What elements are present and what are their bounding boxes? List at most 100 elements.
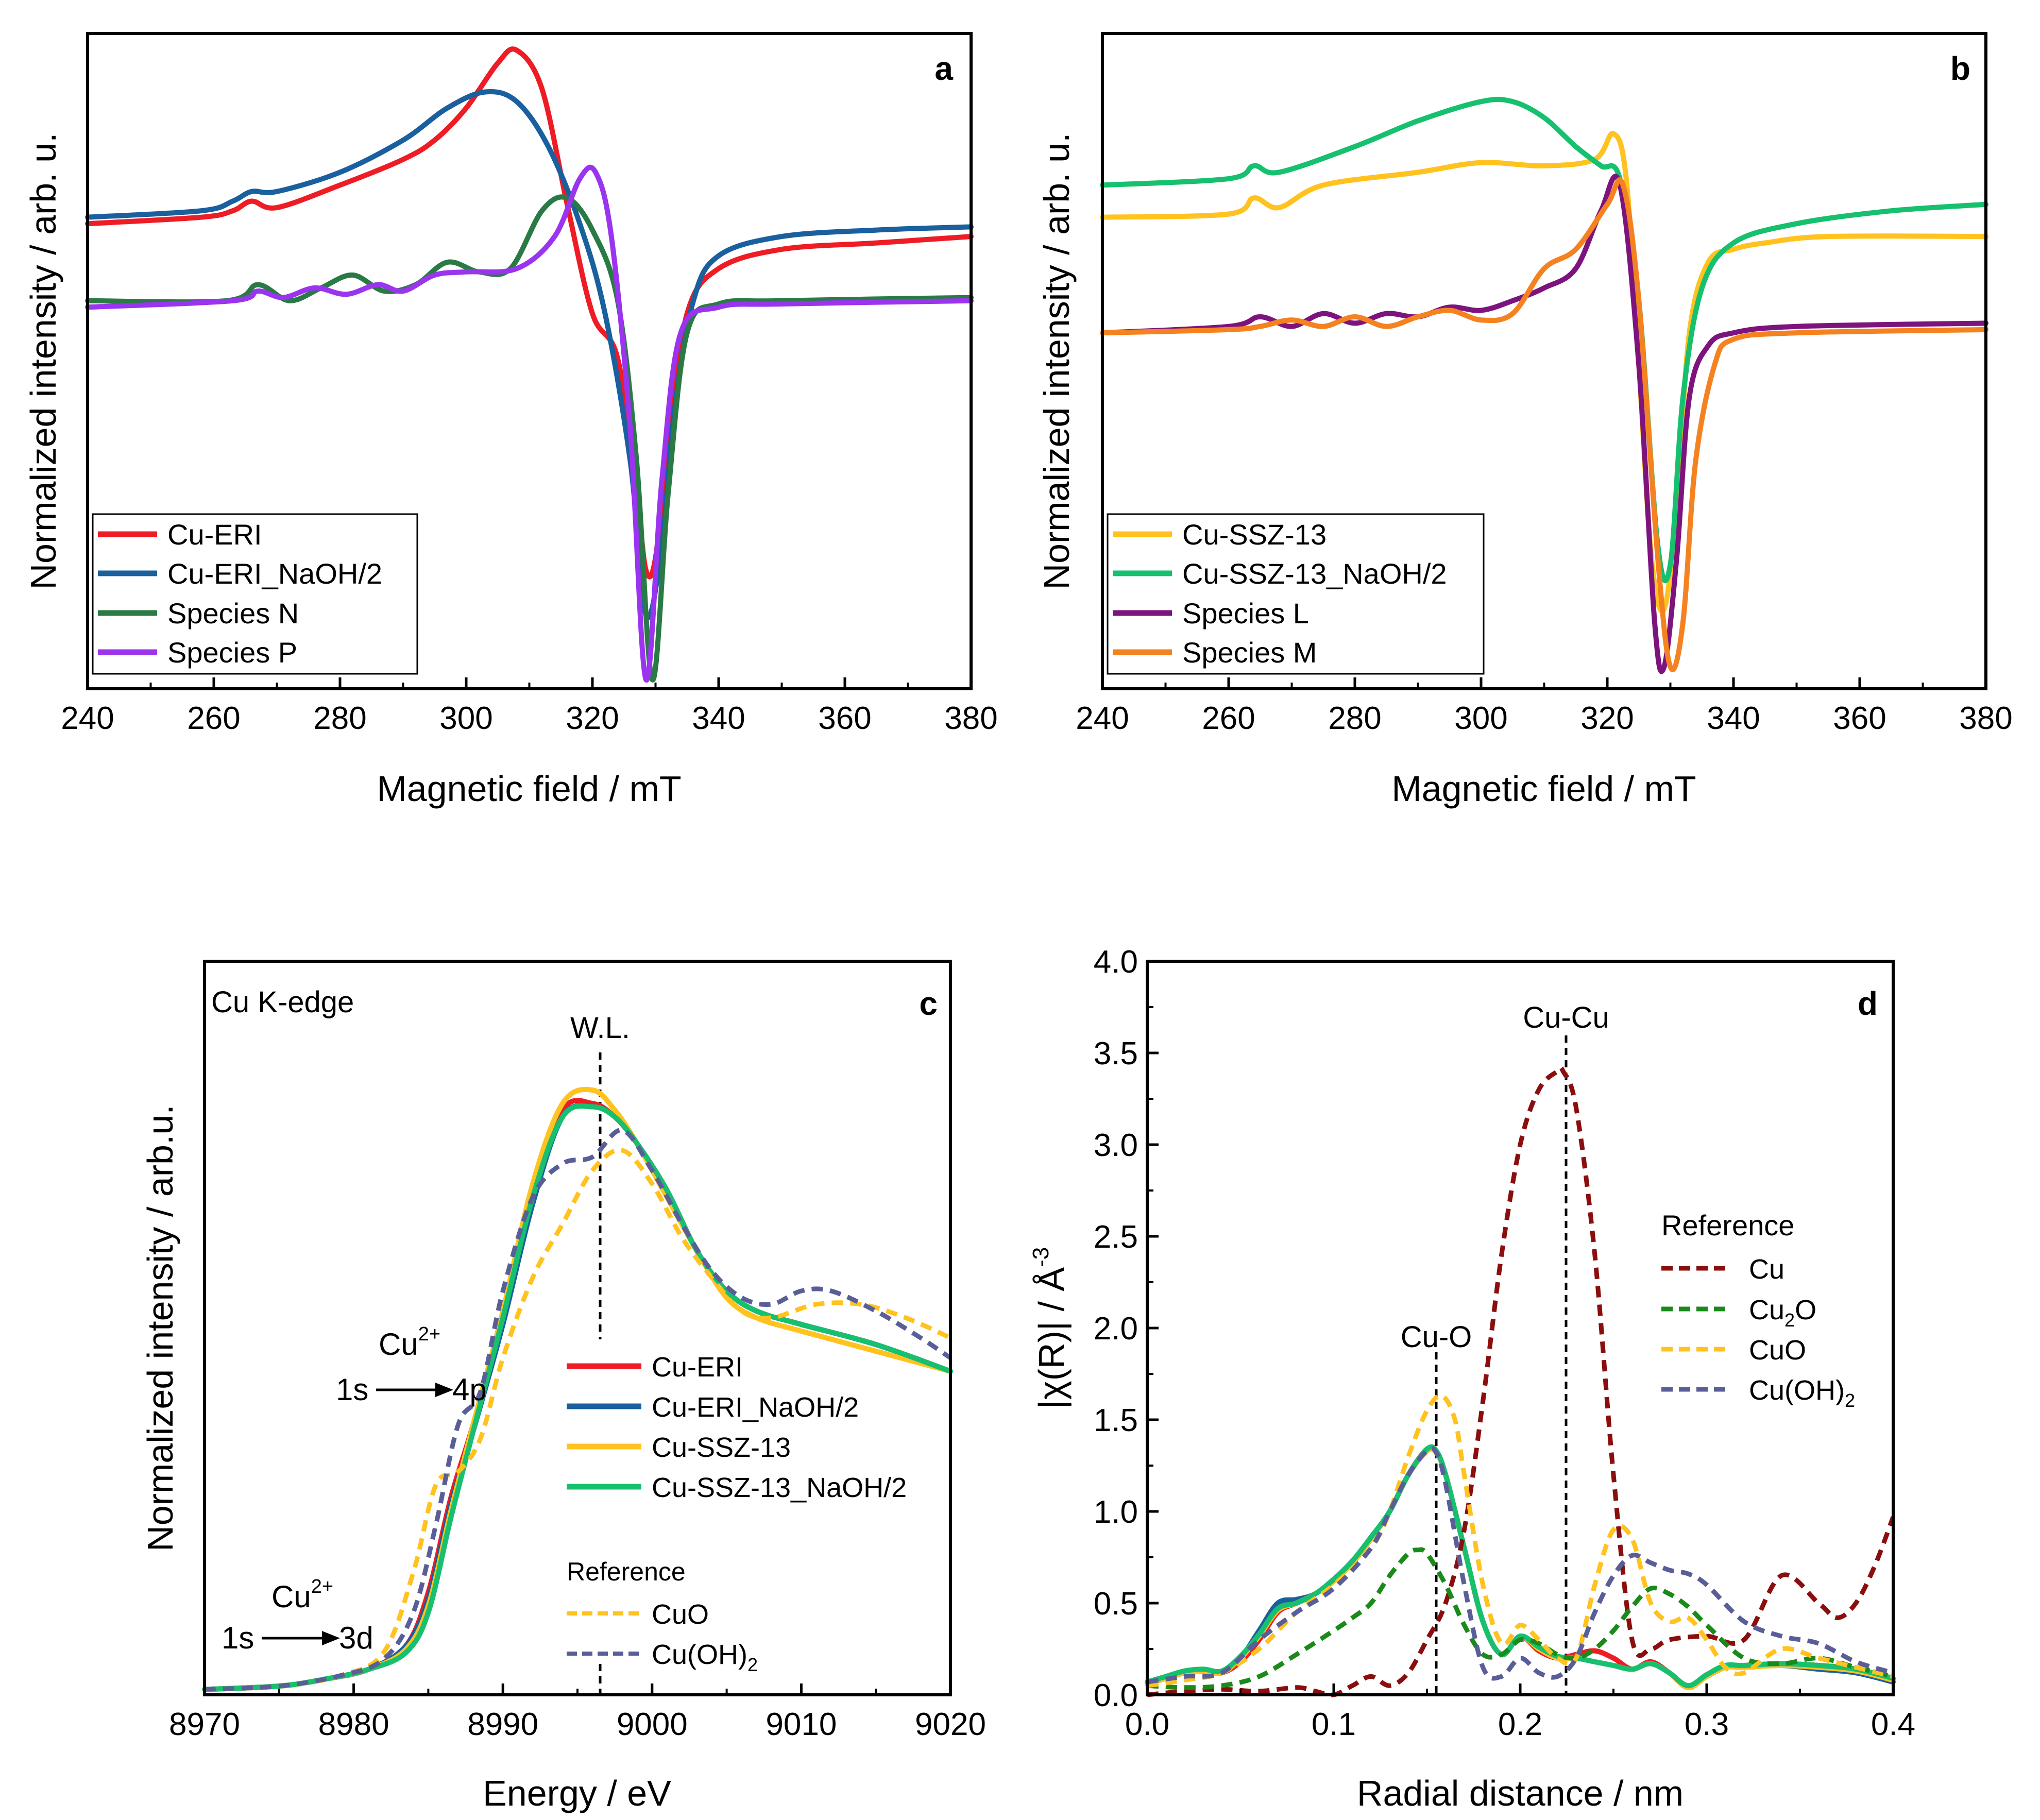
transition-4p-ion: Cu2+ [379,1323,440,1362]
panel-a-xlabel: Magnetic field / mT [377,769,681,809]
panel-d-cu-o-label: Cu-O [1401,1320,1472,1354]
ytick-label-d-0: 0.0 [1094,1678,1138,1713]
panel-a-legend-box [92,513,418,675]
panel-c-title: Cu K-edge [211,985,354,1019]
series-b-species-l [1100,174,1988,674]
xtick-label-b-4: 320 [1580,701,1634,736]
xtick-label-d-3: 0.3 [1685,1707,1729,1742]
panel-b-xlabel: Magnetic field / mT [1391,769,1696,809]
panel-d-xlabel: Radial distance / nm [1357,1773,1684,1813]
panel-c: 8970 8980 8990 9000 9010 9020 Cu K-edge c W.L… [140,960,986,1813]
transition-4p-annotation: Cu2+ 1s 4p [336,1323,487,1407]
xtick-label-a-1: 260 [187,701,240,736]
xtick-label-c-1: 8980 [318,1707,389,1742]
panel-c-wl-label: W.L. [570,1011,630,1045]
xtick-label-b-6: 360 [1833,701,1886,736]
ytick-label-d-1: 0.5 [1094,1586,1138,1622]
panel-a-curves [85,46,974,683]
xtick-label-a-3: 300 [439,701,492,736]
series-d-cu-ssz-13-naoh-2 [1145,1444,1896,1689]
legend-text-species-n: Species N [167,597,299,630]
xtick-label-b-2: 280 [1328,701,1381,736]
series-c-cu-ssz-13-naoh-2 [202,1103,953,1692]
legend-c-text-cuoh2-sub: 2 [747,1654,758,1675]
panel-d-frame [1146,960,1895,1696]
transition-4p-arrow-head [435,1383,453,1397]
transition-4p-from: 1s [336,1372,368,1407]
legend-text-species-m: Species M [1182,636,1317,669]
legend-d-text-cu2o-sub: 2 [1784,1309,1795,1331]
xtick-label-c-0: 8970 [169,1707,240,1742]
panel-b-curves [1100,96,1988,674]
ytick-label-d-5: 2.5 [1094,1219,1138,1255]
legend-d-reference-title: Reference [1661,1209,1794,1241]
xtick-label-c-2: 8990 [467,1707,538,1742]
legend-c-text-cu-ssz13-naoh: Cu-SSZ-13_NaOH/2 [652,1472,907,1503]
panel-c-ticks: 8970 8980 8990 9000 9010 9020 [169,1683,986,1742]
series-c-cu-ssz-13 [202,1086,953,1692]
legend-c-text-cu-ssz13: Cu-SSZ-13 [652,1432,791,1463]
legend-c-text-cu-eri-naoh: Cu-ERI_NaOH/2 [652,1392,859,1423]
transition-4p-to: 4p [452,1372,487,1407]
panel-c-letter: c [919,985,938,1022]
legend-d-text-cuoh2-sub: 2 [1845,1390,1855,1411]
ytick-label-d-8: 4.0 [1094,944,1138,980]
legend-d-text-cuoh2: Cu(OH)2 [1749,1375,1855,1411]
series-d-cu [1147,1065,1896,1697]
xtick-label-c-3: 9000 [617,1707,688,1742]
legend-text-cu-eri: Cu-ERI [167,518,262,551]
legend-c-text-cu-eri: Cu-ERI [652,1352,743,1383]
panel-d-curves [1145,1065,1896,1697]
legend-c-text-cuoh2: Cu(OH)2 [652,1639,758,1675]
transition-3d-from: 1s [222,1621,254,1655]
panel-b-legend: Cu-SSZ-13 Cu-SSZ-13_NaOH/2 Species L Spe… [1107,513,1485,675]
panel-a-ticks: 240 260 280 300 320 340 360 380 [61,677,998,736]
panel-d-ticks: 0.0 0.1 0.2 0.3 0.4 0.0 0.5 1.0 1.5 2.0 2.5 3.0 3.5 4… [1094,944,1915,1742]
xtick-label-b-7: 380 [1959,701,2012,736]
series-a-cu-eri [85,46,974,580]
xtick-label-d-1: 0.1 [1312,1707,1356,1742]
legend-c-text-cuo: CuO [652,1599,709,1630]
xtick-label-d-2: 0.2 [1498,1707,1542,1742]
xtick-label-a-0: 240 [61,701,114,736]
panel-d-ylabel-exp: -3 [1028,1247,1053,1267]
ytick-label-d-4: 2.0 [1094,1311,1138,1347]
xtick-label-a-7: 380 [944,701,997,736]
panel-d-letter: d [1858,985,1878,1022]
xtick-label-d-0: 0.0 [1125,1707,1169,1742]
transition-3d-ion: Cu2+ [271,1576,333,1614]
legend-text-species-p: Species P [167,636,297,669]
xtick-label-a-4: 320 [566,701,619,736]
legend-d-text-cuo: CuO [1749,1335,1806,1366]
panel-d-ylabel: |χ(R)| / Å-3 [1028,1247,1072,1409]
series-d-cuo [1147,1393,1894,1688]
legend-c-reference-title: Reference [567,1557,686,1586]
xtick-label-b-3: 300 [1454,701,1507,736]
legend-text-cu-ssz13-naoh: Cu-SSZ-13_NaOH/2 [1182,557,1447,590]
transition-3d-to: 3d [339,1621,373,1655]
legend-d-text-cu2o-end: O [1795,1295,1816,1325]
panel-c-curves [202,1086,953,1692]
transition-3d-annotation: Cu2+ 1s 3d [222,1576,373,1655]
panel-b-legend-box [1107,513,1485,675]
panel-b-letter: b [1950,50,1970,87]
panel-c-ylabel: Normalized intensity / arb.u. [140,1104,180,1552]
series-b-cu-ssz-13-naoh-2 [1100,96,1988,584]
panel-a-legend: Cu-ERI Cu-ERI_NaOH/2 Species N Species P [92,513,418,675]
xtick-label-b-5: 340 [1707,701,1760,736]
panel-a: 240 260 280 300 320 340 360 380 a Magnetic fiel… [23,32,998,809]
panel-d-legend: Reference Cu Cu2O CuO Cu(OH)2 [1661,1209,1855,1411]
legend-text-cu-ssz13: Cu-SSZ-13 [1182,518,1327,551]
panel-b-ylabel: Normalized intensity / arb. u. [1036,132,1077,589]
xtick-label-b-1: 260 [1202,701,1255,736]
series-a-cu-eri-naoh-2 [85,89,974,621]
transition-3d-arrow-head [322,1631,340,1645]
panel-a-letter: a [934,50,953,87]
legend-d-text-cu: Cu [1749,1254,1784,1285]
xtick-label-c-4: 9010 [766,1707,837,1742]
series-d-cu-oh-2 [1147,1446,1894,1685]
series-c-cu-oh-2 [204,1128,952,1692]
legend-d-text-cu2o: Cu2O [1749,1295,1816,1331]
legend-text-species-l: Species L [1182,597,1309,630]
